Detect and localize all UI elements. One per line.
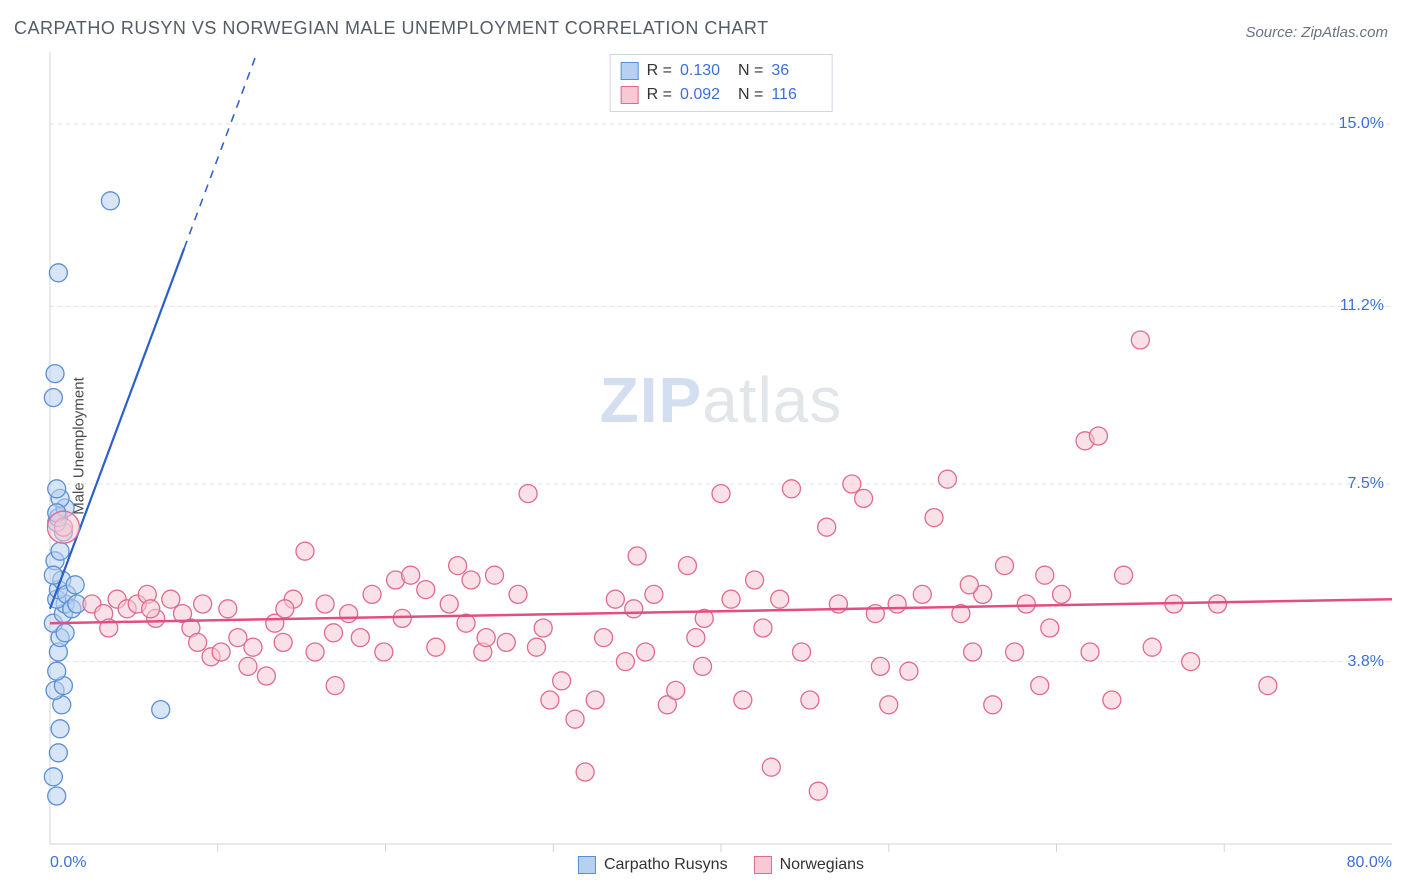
legend-swatch [578,856,596,874]
plot-area: ZIPatlas R =0.130N =36R =0.092N =116 Car… [50,52,1392,844]
x-tick-label: 0.0% [50,854,86,872]
chart-container: CARPATHO RUSYN VS NORWEGIAN MALE UNEMPLO… [0,0,1406,892]
x-tick-label: 80.0% [1347,854,1392,872]
y-tick-label: 11.2% [1340,297,1384,315]
source-label: Source: ZipAtlas.com [1245,24,1388,41]
legend-item: Norwegians [754,856,864,874]
legend-item: Carpatho Rusyns [578,856,728,874]
legend-swatch [621,62,639,80]
stats-legend: R =0.130N =36R =0.092N =116 [610,54,833,112]
scatter-svg [50,52,1392,844]
legend-label: Norwegians [780,856,864,874]
series-legend: Carpatho Rusyns Norwegians [578,856,864,874]
y-tick-label: 15.0% [1339,115,1384,133]
y-tick-label: 3.8% [1348,653,1384,671]
legend-swatch [621,86,639,104]
legend-label: Carpatho Rusyns [604,856,728,874]
y-tick-label: 7.5% [1348,475,1384,493]
legend-swatch [754,856,772,874]
chart-title: CARPATHO RUSYN VS NORWEGIAN MALE UNEMPLO… [14,18,769,39]
